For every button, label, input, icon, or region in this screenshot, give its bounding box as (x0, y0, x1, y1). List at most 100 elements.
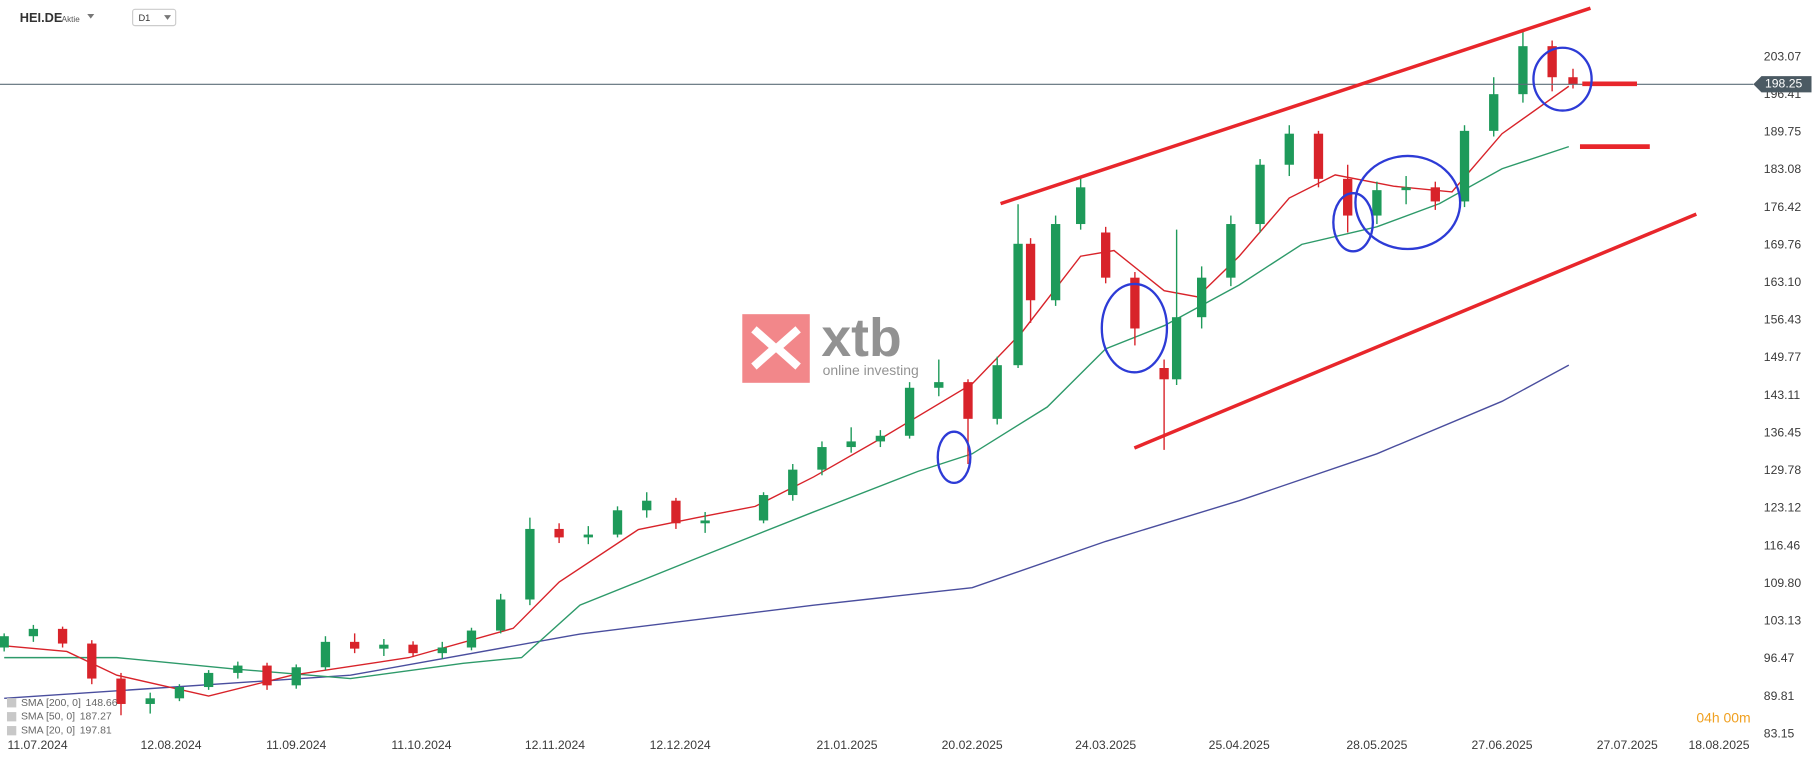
y-tick-label: 116.46 (1764, 538, 1801, 552)
candle-body (671, 500, 681, 524)
candle-body (320, 641, 331, 668)
y-tick-label: 89.81 (1764, 689, 1795, 703)
x-tick-label: 20.02.2025 (942, 738, 1003, 752)
candle-body (1459, 130, 1470, 202)
x-tick-label: 24.03.2025 (1075, 738, 1136, 752)
legend-name: SMA [50, 0] (21, 711, 75, 722)
candle-body (1101, 232, 1111, 278)
candle-body (87, 643, 97, 679)
y-tick-label: 156.43 (1764, 313, 1802, 327)
candle-body (408, 644, 418, 654)
legend-value: 148.66 (86, 698, 118, 709)
watermark-logo-mark (751, 326, 801, 370)
candle-body (1076, 187, 1086, 225)
x-tick-label: 11.07.2024 (7, 738, 67, 752)
candle-body (1568, 77, 1578, 85)
watermark-tagline: online investing (823, 362, 919, 378)
candle-body (291, 667, 301, 686)
y-tick-label: 123.12 (1764, 501, 1802, 515)
legend-entry: SMA [50, 0] 187.27 (21, 711, 112, 722)
candle-body (1197, 277, 1207, 318)
x-tick-label: 12.08.2024 (141, 738, 202, 752)
candle-body (583, 534, 593, 538)
candle-body (262, 665, 272, 686)
interval-dropdown[interactable] (164, 15, 172, 20)
y-tick-label: 129.78 (1764, 463, 1802, 477)
highlight-circle (1100, 282, 1169, 374)
y-tick-label: 176.42 (1764, 200, 1802, 214)
y-tick-label: 103.13 (1764, 614, 1802, 628)
candle-body (437, 647, 447, 654)
interval-box[interactable] (132, 8, 177, 27)
watermark: xtb online investing (742, 309, 919, 383)
candle-body (1518, 46, 1528, 95)
sma-line (4, 85, 1570, 697)
candle-body (350, 641, 360, 649)
candle-body (934, 382, 944, 388)
candle-body (1013, 243, 1023, 366)
candle-body (788, 469, 798, 496)
lower-trend-line (1133, 212, 1697, 450)
y-tick-label: 183.08 (1764, 162, 1802, 176)
symbol[interactable]: HEI.DE (20, 10, 63, 25)
y-tick-label: 83.15 (1764, 726, 1795, 740)
sma-line (4, 364, 1570, 700)
candle-body (1401, 187, 1411, 191)
candle-body (817, 447, 827, 470)
candle-body (1255, 164, 1265, 225)
x-tick-label: 27.07.2025 (1597, 738, 1658, 752)
y-tick-label: 169.76 (1764, 237, 1802, 251)
candle-body (875, 435, 886, 442)
legend-icon (6, 698, 17, 708)
candle-body (203, 672, 214, 688)
candle-body (145, 698, 155, 704)
x-tick-label: 25.04.2025 (1209, 738, 1270, 752)
y-tick-label: 109.80 (1764, 576, 1802, 590)
candle-body (28, 628, 39, 637)
candle-body (1489, 94, 1499, 131)
candle-body (1343, 178, 1353, 216)
highlight-circle (1532, 46, 1593, 112)
interval[interactable]: D1 (138, 13, 150, 23)
candle-body (992, 365, 1002, 419)
candle-body (612, 510, 623, 535)
candle-body (1050, 224, 1061, 301)
overlay: 203.07196.41189.75183.08176.42169.76163.… (6, 49, 1812, 752)
symbol-dropdown[interactable] (87, 13, 95, 19)
candle-body (642, 500, 652, 511)
legend-entry: SMA [200, 0] 148.66 (21, 698, 118, 709)
watermark-brand: xtb (821, 309, 901, 368)
candle-body (700, 520, 710, 524)
legend-name: SMA [200, 0] (21, 698, 81, 709)
x-tick-label: 27.06.2025 (1472, 738, 1533, 752)
y-tick-label: 189.75 (1764, 124, 1802, 138)
current-price-tag-bg (1753, 76, 1812, 93)
current-price-tag: 198.25 (1765, 76, 1803, 90)
y-tick-label: 163.10 (1764, 275, 1802, 289)
candle-body (1159, 368, 1169, 380)
candle-body (1547, 46, 1557, 78)
y-tick-label: 96.47 (1764, 651, 1795, 665)
candle-body (466, 630, 477, 648)
highlight-circle (1332, 192, 1375, 253)
candle-body (379, 644, 389, 649)
candle-body (758, 495, 769, 521)
candle-body (174, 687, 185, 699)
candle-body (846, 441, 856, 448)
candle-body (1372, 190, 1382, 216)
candle-body (1284, 133, 1294, 165)
y-tick-label: 143.11 (1764, 388, 1801, 402)
candle-body (57, 628, 68, 644)
legend-value: 187.27 (80, 711, 112, 722)
candle-body (1313, 133, 1324, 179)
y-tick-label: 149.77 (1764, 350, 1802, 364)
highlight-circle (1354, 154, 1462, 251)
highlight-circle (936, 430, 972, 485)
x-tick-label: 28.05.2025 (1346, 738, 1407, 752)
candle-body (1171, 317, 1182, 380)
legend-entry: SMA [20, 0] 197.81 (21, 725, 112, 736)
candle-body (904, 387, 915, 436)
x-tick-label: 12.12.2024 (650, 738, 711, 752)
candle-countdown: 04h 00m (1696, 710, 1750, 726)
x-tick-label: 11.09.2024 (266, 738, 326, 752)
